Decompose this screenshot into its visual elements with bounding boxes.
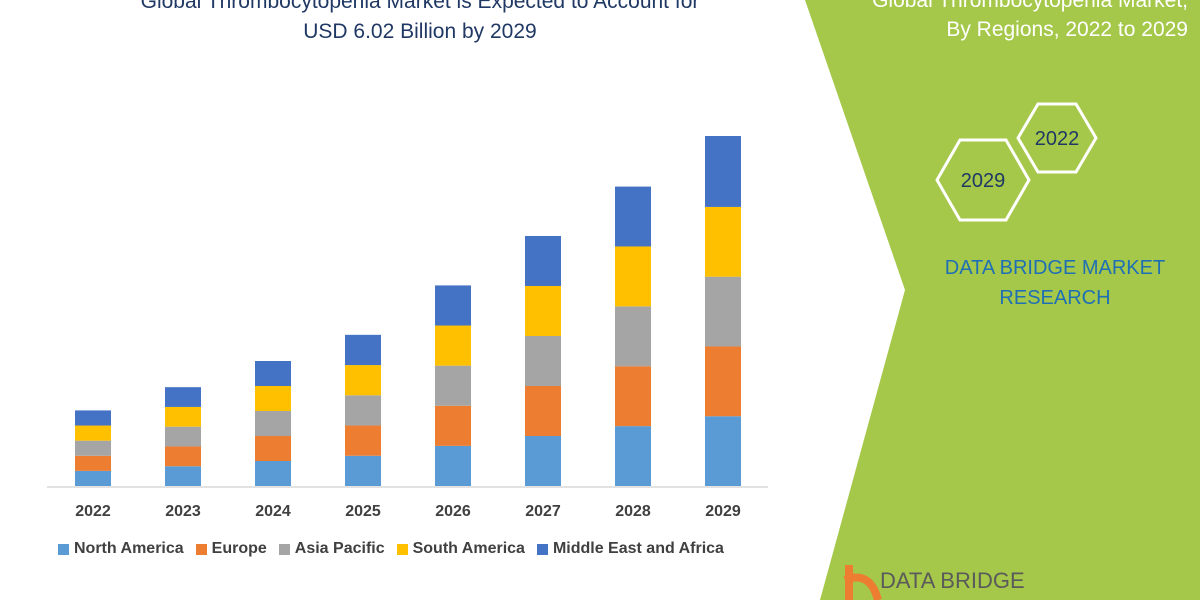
legend-swatch	[195, 543, 207, 555]
bar-2024-middle-east-and-africa	[255, 361, 291, 386]
x-tick-label: 2026	[435, 503, 471, 520]
bar-2026-europe	[435, 405, 471, 446]
bar-2025-asia-pacific	[345, 395, 381, 426]
legend-label: Europe	[211, 540, 267, 557]
chart-title-line-1: Global Thrombocytopenia Market is Expect…	[140, 0, 700, 13]
bar-2022-south-america	[75, 425, 111, 441]
legend-label: Asia Pacific	[294, 540, 385, 557]
legend-swatch	[396, 543, 408, 555]
bar-2028-europe	[615, 366, 651, 427]
legend: North America Europe Asia Pacific South Ame…	[58, 540, 724, 558]
chart-title-line-2: USD 6.02 Billion by 2029	[303, 20, 537, 43]
brand-line-1: DATA BRIDGE MARKET	[944, 257, 1166, 279]
bar-2022-europe	[75, 455, 111, 471]
green-side-panel	[805, 0, 1200, 600]
bar-2027-middle-east-and-africa	[525, 236, 561, 286]
legend-item: South America	[396, 540, 525, 558]
bar-2028-south-america	[615, 246, 651, 307]
bar-2023-asia-pacific	[165, 426, 201, 447]
x-tick-label: 2022	[75, 503, 111, 520]
bar-2029-europe	[705, 346, 741, 417]
bars-group	[75, 136, 741, 486]
bar-2026-south-america	[435, 325, 471, 366]
bar-2028-asia-pacific	[615, 306, 651, 367]
hexagon-2029: 2029	[935, 138, 1031, 222]
bar-2029-north-america	[705, 416, 741, 486]
x-tick-label: 2025	[345, 503, 381, 520]
x-tick-label: 2027	[525, 503, 561, 520]
bar-2028-middle-east-and-africa	[615, 186, 651, 247]
legend-item: Middle East and Africa	[536, 540, 724, 558]
bar-2026-middle-east-and-africa	[435, 285, 471, 326]
x-tick-label: 2024	[255, 503, 291, 520]
bar-2023-south-america	[165, 406, 201, 427]
bar-2024-south-america	[255, 386, 291, 411]
side-title-line-2: By Regions, 2022 to 2029	[946, 18, 1188, 41]
x-tick-label: 2023	[165, 503, 201, 520]
x-tick-label: 2029	[705, 503, 741, 520]
bar-2026-north-america	[435, 445, 471, 486]
bar-2027-north-america	[525, 436, 561, 486]
legend-swatch	[58, 543, 69, 555]
bar-2023-north-america	[165, 466, 201, 486]
x-tick-label: 2028	[615, 503, 651, 520]
logo-text: DATA BRIDGE	[880, 568, 1025, 593]
legend-item: North America	[58, 540, 184, 558]
legend-label: Middle East and Africa	[552, 540, 724, 557]
bar-2029-south-america	[705, 206, 741, 277]
bar-2024-north-america	[255, 461, 291, 486]
legend-label: North America	[74, 540, 184, 557]
bar-2025-north-america	[345, 455, 381, 486]
bar-2022-asia-pacific	[75, 440, 111, 456]
brand-name: DATA BRIDGE MARKET RESEARCH	[915, 253, 1195, 313]
bar-2025-south-america	[345, 365, 381, 396]
bar-2029-asia-pacific	[705, 276, 741, 347]
bar-2025-middle-east-and-africa	[345, 334, 381, 366]
bar-2026-asia-pacific	[435, 365, 471, 406]
hexagon-2022-label: 2022	[1035, 128, 1080, 150]
bar-2029-middle-east-and-africa	[705, 136, 741, 207]
bar-2022-north-america	[75, 470, 111, 486]
bar-2027-south-america	[525, 286, 561, 336]
side-title-line-1: Global Thrombocytopenia Market,	[872, 0, 1188, 12]
bar-2024-asia-pacific	[255, 411, 291, 436]
bar-2027-asia-pacific	[525, 336, 561, 386]
legend-swatch	[278, 543, 290, 555]
legend-label: South America	[412, 540, 525, 557]
hexagon-2022: 2022	[1016, 102, 1098, 174]
legend-swatch	[536, 543, 548, 555]
legend-item: Europe	[195, 540, 267, 558]
bar-2024-europe	[255, 436, 291, 461]
bar-2023-middle-east-and-africa	[165, 387, 201, 407]
hexagon-2029-label: 2029	[961, 170, 1006, 192]
bar-2028-north-america	[615, 426, 651, 486]
brand-line-2: RESEARCH	[999, 287, 1111, 309]
legend-item: Asia Pacific	[278, 540, 385, 558]
bar-2023-europe	[165, 446, 201, 467]
bar-2022-middle-east-and-africa	[75, 410, 111, 426]
logo-icon	[843, 565, 882, 600]
bar-2027-europe	[525, 386, 561, 436]
bar-2025-europe	[345, 425, 381, 456]
